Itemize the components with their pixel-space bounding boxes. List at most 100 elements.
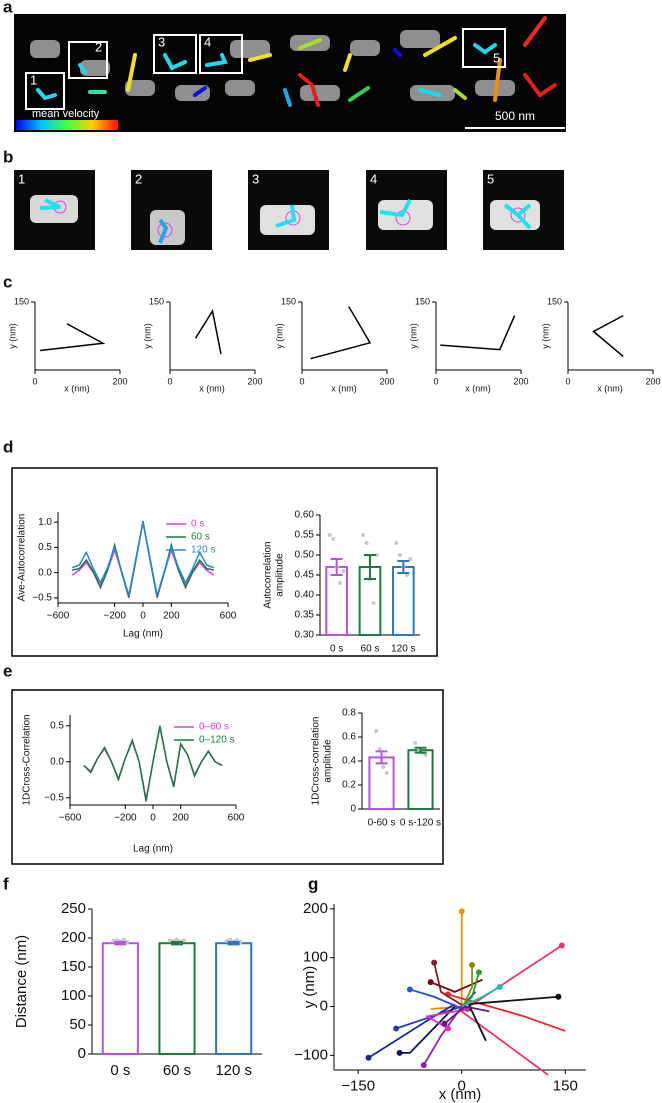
box-label: 2 — [95, 39, 102, 54]
y-tick-label: 200 — [61, 929, 86, 946]
x-tick-label: 0 — [565, 377, 570, 387]
y-tick-label: 200 — [303, 900, 328, 917]
x-tick-label: 600 — [220, 611, 237, 622]
data-line — [430, 978, 483, 993]
x-axis-label: x (nm) — [597, 383, 623, 393]
panel-label: f — [3, 874, 9, 893]
x-tick-label: 200 — [513, 377, 528, 387]
x-tick-label: −600 — [59, 813, 82, 824]
x-axis-label: x (nm) — [439, 1086, 482, 1103]
data-line — [422, 1006, 463, 1066]
x-tick-label: 0 — [458, 1077, 466, 1094]
data-point — [384, 771, 389, 775]
data-point — [413, 741, 418, 745]
bar — [368, 756, 395, 811]
data-point — [341, 569, 346, 573]
y-tick-label: 150 — [415, 296, 430, 306]
y-tick-label: 0 — [320, 997, 328, 1014]
y-axis-label: y (nm) — [142, 323, 152, 349]
error-bar — [114, 941, 127, 946]
y-axis-label: Autocorrelation — [263, 541, 274, 608]
error-bar — [414, 746, 427, 754]
data-line — [460, 944, 563, 1076]
data-line — [443, 1005, 490, 1025]
x-tick-label: 120 s — [391, 644, 415, 655]
data-line — [71, 521, 215, 596]
x-tick-label: 0 s — [110, 1062, 130, 1079]
start-marker — [406, 986, 413, 993]
start-marker — [555, 993, 562, 1000]
data-point — [364, 541, 369, 545]
box-label: 5 — [493, 50, 500, 65]
y-tick-label: 150 — [547, 296, 562, 306]
data-line — [40, 323, 106, 352]
x-tick-label: 0 — [150, 813, 156, 824]
legend-label: 120 s — [191, 545, 215, 556]
data-point — [381, 765, 386, 769]
x-axis-label: Lag (nm) — [123, 629, 163, 640]
tile-label: 1 — [18, 171, 25, 186]
bar — [158, 942, 196, 1055]
panel-label: g — [308, 874, 318, 893]
bar — [407, 749, 434, 811]
y-axis-label: y (nm) — [301, 966, 318, 1009]
legend-label: 0 s — [191, 519, 204, 530]
bar — [215, 942, 253, 1055]
error-bar — [397, 560, 410, 574]
x-tick-label: 60 s — [361, 644, 380, 655]
y-tick-label: 150 — [61, 958, 86, 975]
y-tick-label: 0 — [350, 804, 356, 815]
data-point — [228, 937, 233, 942]
y-tick-label: 250 — [61, 900, 86, 917]
y-tick-label: 0.55 — [295, 530, 315, 541]
start-marker — [441, 1020, 448, 1027]
data-point — [331, 537, 336, 541]
y-axis-label: Distance (nm) — [13, 935, 30, 1028]
start-marker — [431, 959, 438, 966]
y-tick-label: 150 — [14, 296, 29, 306]
start-marker — [393, 1025, 400, 1032]
start-marker — [458, 908, 465, 915]
y-tick-label: 50 — [69, 1016, 86, 1033]
x-tick-label: 600 — [228, 813, 245, 824]
x-tick-label: 0 — [433, 377, 438, 387]
x-tick-label: 0 s — [330, 644, 343, 655]
start-marker — [427, 979, 434, 986]
data-point — [423, 753, 428, 757]
data-line — [72, 520, 214, 598]
x-tick-label: 0-60 s — [368, 818, 396, 829]
data-point — [397, 553, 402, 557]
y-tick-label: 100 — [303, 949, 328, 966]
x-tick-label: −600 — [47, 611, 70, 622]
x-tick-label: 150 — [553, 1077, 578, 1094]
y-tick-label: 0.4 — [342, 756, 356, 767]
bar — [325, 566, 349, 636]
y-tick-label: 150 — [149, 296, 164, 306]
tile-label: 4 — [370, 171, 377, 186]
colorbar-label: mean velocity — [32, 108, 100, 120]
data-point — [175, 937, 179, 942]
data-point — [371, 601, 376, 605]
y-tick-label: 0.2 — [342, 780, 356, 791]
y-tick-label: 0.6 — [342, 732, 356, 743]
x-tick-label: 0 — [140, 611, 146, 622]
y-tick-label: 0 — [78, 1045, 86, 1062]
y-tick-label: −0.5 — [32, 593, 52, 604]
data-line — [467, 995, 559, 1042]
start-marker — [475, 969, 482, 976]
panel-label: d — [3, 437, 13, 456]
x-axis-label: x (nm) — [331, 383, 357, 393]
panel-frame — [11, 467, 438, 657]
data-point — [327, 533, 332, 537]
x-tick-label: 0 s-120 s — [400, 818, 441, 829]
data-line — [194, 309, 222, 355]
y-tick-label: 0.5 — [50, 720, 64, 731]
data-line — [83, 725, 223, 802]
y-tick-label: 100 — [61, 987, 86, 1004]
start-marker — [558, 942, 565, 949]
y-axis-label: y (nm) — [7, 323, 17, 349]
legend-label: 0–120 s — [199, 735, 235, 746]
y-axis-label: y (nm) — [274, 323, 284, 349]
y-tick-label: 0.5 — [38, 542, 52, 553]
data-line — [399, 1005, 456, 1054]
